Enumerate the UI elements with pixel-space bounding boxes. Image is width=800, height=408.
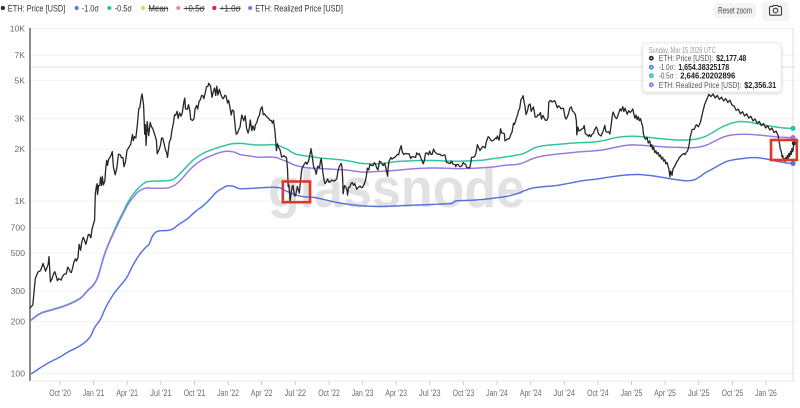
svg-text:2,646.20202896: 2,646.20202896: [680, 71, 735, 81]
svg-text:+1.0σ: +1.0σ: [220, 2, 241, 13]
svg-text:Jul '25: Jul '25: [688, 388, 710, 398]
svg-text:Jan '25: Jan '25: [621, 388, 643, 398]
svg-text:Oct '21: Oct '21: [184, 388, 206, 398]
svg-text:Jan '21: Jan '21: [83, 388, 105, 398]
svg-text:ETH: Realized Price [USD]: ETH: Realized Price [USD]: [255, 2, 343, 13]
svg-text:100: 100: [11, 369, 26, 379]
svg-text:Oct '20: Oct '20: [49, 388, 71, 398]
svg-text:-0.5σ: -0.5σ: [115, 2, 132, 13]
svg-text:1,654.38325178: 1,654.38325178: [678, 62, 729, 72]
svg-text:Sunday, Mar 15 2026 UTC: Sunday, Mar 15 2026 UTC: [649, 45, 716, 55]
svg-text:Mean: Mean: [148, 2, 168, 13]
svg-text:Jul '23: Jul '23: [419, 388, 441, 398]
svg-text:-0.5σ :: -0.5σ :: [659, 71, 678, 81]
svg-text:Oct '24: Oct '24: [587, 388, 609, 398]
svg-text:-1.0σ:: -1.0σ:: [659, 62, 676, 72]
svg-text:7K: 7K: [14, 50, 25, 60]
svg-text:Apr '22: Apr '22: [251, 388, 273, 398]
svg-text:300: 300: [11, 286, 26, 296]
svg-text:-1.0σ: -1.0σ: [82, 2, 99, 13]
svg-text:$2,356.31: $2,356.31: [744, 80, 776, 90]
svg-text:200: 200: [11, 317, 26, 327]
svg-text:ETH: Realized Price [USD]:: ETH: Realized Price [USD]:: [659, 80, 742, 90]
svg-text:500: 500: [11, 248, 26, 258]
svg-text:Jan '23: Jan '23: [352, 388, 374, 398]
svg-text:$2,177.48: $2,177.48: [716, 53, 746, 63]
svg-text:Jul '24: Jul '24: [554, 388, 576, 398]
svg-text:+0.5σ: +0.5σ: [184, 2, 205, 13]
svg-text:Oct '23: Oct '23: [453, 388, 475, 398]
svg-text:3K: 3K: [14, 114, 25, 124]
svg-text:Jan '26: Jan '26: [755, 388, 777, 398]
svg-text:Apr '23: Apr '23: [385, 388, 407, 398]
svg-text:Apr '25: Apr '25: [654, 388, 676, 398]
svg-text:Jul '22: Jul '22: [285, 388, 307, 398]
svg-text:2K: 2K: [14, 144, 25, 154]
svg-text:5K: 5K: [14, 75, 25, 85]
svg-text:700: 700: [11, 223, 26, 233]
svg-text:Reset zoom: Reset zoom: [718, 6, 752, 17]
svg-text:Jan '24: Jan '24: [486, 388, 508, 398]
svg-text:10K: 10K: [10, 24, 26, 34]
svg-text:ETH: Price [USD]: ETH: Price [USD]: [8, 2, 66, 13]
svg-text:Apr '24: Apr '24: [520, 388, 542, 398]
svg-text:Oct '22: Oct '22: [318, 388, 340, 398]
svg-text:glassnode: glassnode: [268, 157, 525, 219]
svg-text:Jul '21: Jul '21: [150, 388, 172, 398]
svg-text:Apr '21: Apr '21: [116, 388, 138, 398]
svg-text:Oct '25: Oct '25: [722, 388, 744, 398]
svg-text:1K: 1K: [14, 196, 25, 206]
svg-text:Jan '22: Jan '22: [217, 388, 239, 398]
svg-text:ETH: Price [USD]:: ETH: Price [USD]:: [659, 53, 714, 63]
